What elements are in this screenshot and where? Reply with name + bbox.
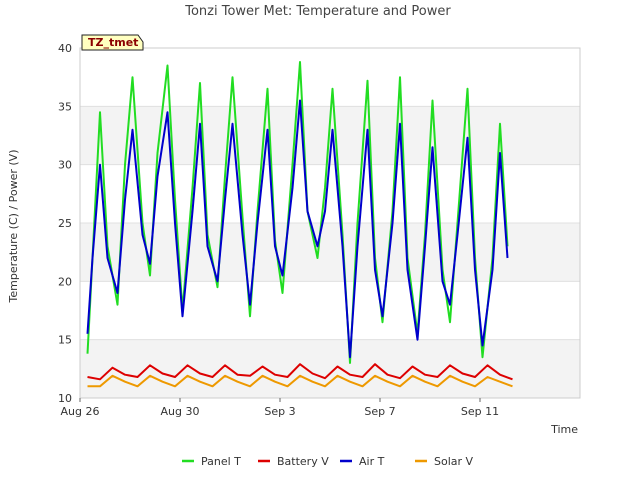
plot-area [79, 47, 581, 399]
legend-label-solar-v: Solar V [434, 455, 474, 468]
plot-band [80, 339, 580, 398]
legend-label-air-t: Air T [359, 455, 385, 468]
legend: Panel T Battery V Air T Solar V [182, 455, 474, 468]
y-tick-label: 35 [58, 100, 72, 113]
site-tag-label: TZ_tmet [88, 36, 138, 49]
site-tag: TZ_tmet [81, 34, 144, 51]
legend-label-battery-v: Battery V [277, 455, 329, 468]
x-tick-label: Aug 26 [61, 405, 100, 418]
y-tick-label: 30 [58, 159, 72, 172]
series-line-battery-v [87, 363, 513, 381]
y-tick-label: 40 [58, 42, 72, 55]
x-tick-label: Sep 11 [461, 405, 499, 418]
plot-band [80, 281, 580, 340]
x-axis-label: Time [550, 423, 578, 436]
x-tick-label: Sep 7 [364, 405, 395, 418]
plot-band [80, 223, 580, 282]
y-axis-label: Temperature (C) / Power (V) [7, 149, 20, 303]
y-tick-label: 20 [58, 275, 72, 288]
site-tag-box [81, 34, 144, 51]
y-axis-ticks: 10 15 20 25 30 35 40 [58, 42, 72, 405]
x-tick-label: Sep 3 [264, 405, 295, 418]
x-axis-ticks: Aug 26 Aug 30 Sep 3 Sep 7 Sep 11 [61, 398, 499, 418]
chart-title: Tonzi Tower Met: Temperature and Power [184, 4, 451, 19]
legend-label-panel-t: Panel T [201, 455, 241, 468]
series-line-air-t [86, 99, 509, 359]
x-tick-label: Aug 30 [161, 405, 200, 418]
plot-band [80, 48, 580, 107]
series-layer [86, 61, 513, 388]
y-tick-label: 25 [58, 217, 72, 230]
y-tick-label: 10 [58, 392, 72, 405]
series-line-solar-v [87, 374, 513, 388]
y-tick-label: 15 [58, 334, 72, 347]
